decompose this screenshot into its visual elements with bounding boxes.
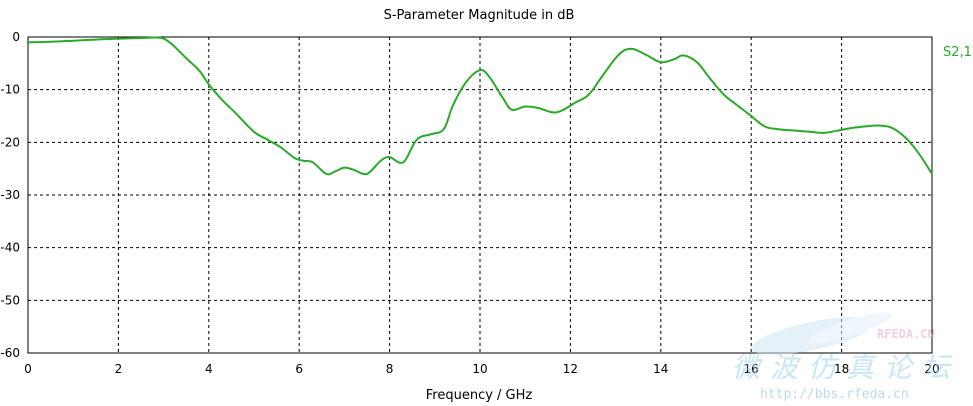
y-tick-label-0: 0 [12, 30, 20, 44]
watermark: RFEDA.CN 微波仿真论坛 http://bbs.rfeda.cn [732, 312, 960, 402]
y-tick-label-6: -60 [0, 346, 20, 360]
x-tick-label-8: 16 [744, 362, 759, 376]
x-tick-label-6: 12 [563, 362, 578, 376]
x-tick-label-9: 18 [834, 362, 849, 376]
x-tick-label-10: 20 [924, 362, 939, 376]
x-tick-label-2: 4 [205, 362, 213, 376]
x-tick-label-1: 2 [115, 362, 123, 376]
series-line-s21 [27, 36, 933, 176]
y-tick-label-5: -50 [0, 293, 20, 307]
x-tick-label-5: 10 [472, 362, 487, 376]
x-tick-label-7: 14 [653, 362, 668, 376]
y-tick-label-3: -30 [0, 188, 20, 202]
x-tick-label-4: 8 [386, 362, 394, 376]
x-axis-label: Frequency / GHz [426, 388, 533, 403]
y-tick-label-4: -40 [0, 241, 20, 255]
watermark-url: http://bbs.rfeda.cn [760, 387, 909, 402]
y-tick-label-2: -20 [0, 135, 20, 149]
x-tick-label-3: 6 [295, 362, 303, 376]
watermark-brand: RFEDA.CN [877, 327, 935, 341]
grid [28, 37, 932, 353]
x-tick-label-0: 0 [24, 362, 32, 376]
x-tick-labels: 0 2 4 6 8 10 12 14 16 18 20 [24, 362, 939, 376]
legend-entry-s21: S2,1 [943, 45, 972, 60]
series-layer [27, 36, 933, 176]
watermark-title-cn: 微波仿真论坛 [732, 351, 960, 384]
y-tick-label-1: -10 [0, 83, 20, 97]
y-tick-labels: 0 -10 -20 -30 -40 -50 -60 [0, 30, 20, 360]
plot-frame [27, 36, 933, 354]
chart-title: S-Parameter Magnitude in dB [384, 8, 575, 23]
watermark-swoosh-2 [808, 312, 892, 344]
